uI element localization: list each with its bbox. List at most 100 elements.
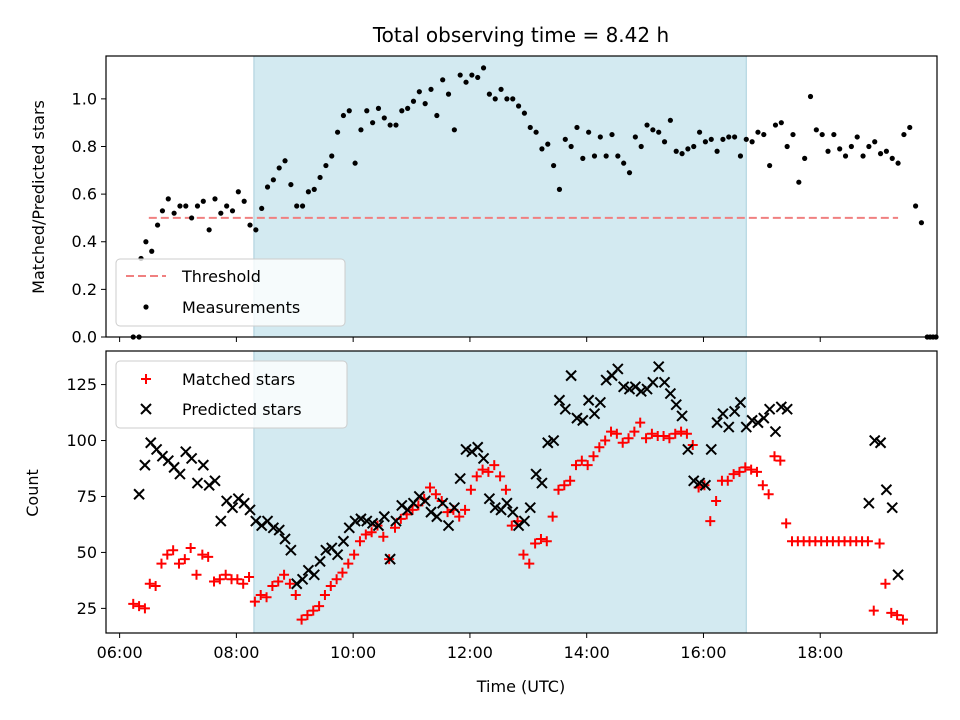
matched-star-point (249, 596, 260, 607)
measurement-point (842, 153, 849, 159)
matched-star-point (751, 466, 762, 477)
predicted-star-point (553, 394, 566, 406)
bottom-y-tick-label: 50 (77, 543, 97, 562)
matched-star-point (740, 462, 751, 473)
matched-star-point (892, 610, 903, 621)
bottom-y-tick-label: 25 (77, 599, 97, 618)
measurement-point (866, 143, 872, 150)
matched-star-point (150, 581, 161, 591)
bottom-legend: Matched stars Predicted stars (115, 360, 348, 429)
measurement-point (416, 89, 422, 95)
bottom-y-tick-label: 75 (77, 487, 97, 506)
measurement-point (562, 136, 568, 142)
measurement-point (475, 74, 481, 81)
predicted-star-point (384, 553, 396, 565)
bottom-y-tick-label: 100 (66, 431, 97, 450)
matched-star-point (360, 529, 371, 540)
measurement-point (224, 203, 230, 209)
measurement-point (206, 227, 212, 233)
measurement-point (755, 129, 761, 135)
matched-star-point (658, 431, 669, 442)
matched-star-point (238, 578, 249, 589)
matched-star-point (168, 545, 179, 556)
predicted-star-point (296, 573, 309, 585)
measurement-point (632, 134, 638, 140)
predicted-star-point (308, 569, 320, 581)
matched-star-point (582, 460, 593, 471)
predicted-star-point (682, 443, 694, 456)
measurement-point (784, 143, 790, 150)
bottom-y-axis-label: Count (23, 469, 42, 517)
matched-star-point (378, 531, 389, 542)
predicted-star-point (431, 510, 443, 523)
matched-star-point (302, 610, 313, 621)
measurement-point (329, 153, 335, 159)
measurement-point (393, 122, 399, 128)
measurement-point (486, 91, 492, 97)
matched-star-point (337, 567, 348, 578)
x-tick-label: 16:00 (680, 643, 726, 662)
measurement-point (872, 139, 878, 145)
matched-star-point (886, 607, 897, 618)
measurement-point (288, 181, 294, 188)
matched-star-point (425, 482, 436, 493)
matched-star-point (460, 504, 471, 515)
matched-star-point (209, 576, 220, 587)
matched-star-point (769, 451, 780, 462)
measurement-point (422, 101, 428, 107)
matched-star-point (331, 574, 342, 585)
predicted-star-point (273, 524, 285, 536)
measurement-point (854, 134, 860, 140)
measurement-point (574, 124, 580, 131)
measurement-point (241, 198, 247, 204)
x-tick-label: 12:00 (447, 643, 493, 662)
matched-star-point (606, 426, 617, 437)
matched-star-point (319, 589, 330, 600)
predicted-star-point (664, 387, 677, 400)
measurement-point (515, 103, 522, 109)
matched-star-point (185, 542, 196, 553)
matched-star-point (570, 460, 581, 471)
matched-star-point (191, 569, 202, 580)
measurement-point (685, 146, 691, 152)
predicted-star-point (530, 468, 542, 480)
matched-star-point (617, 437, 628, 448)
x-tick-label: 18:00 (797, 643, 843, 662)
measurement-point (212, 196, 218, 202)
matched-star-point (664, 433, 675, 444)
matched-star-point (641, 433, 652, 444)
predicted-star-point (191, 477, 204, 489)
matched-star-point (290, 589, 301, 600)
predicted-star-point (565, 369, 577, 382)
bottom-panel: 25 50 75 100 125 06:00 08:00 10:00 12:00 14:00 16:… (66, 350, 938, 662)
matched-star-point (530, 538, 541, 549)
measurement-point (761, 131, 767, 138)
measurement-point (440, 77, 446, 83)
matched-star-point (559, 480, 570, 491)
predicted-star-point (647, 376, 659, 389)
bottom-legend-box (115, 360, 348, 429)
predicted-star-point (723, 421, 735, 433)
predicted-star-point (652, 360, 665, 373)
predicted-star-point (536, 477, 548, 489)
measurement-point (615, 153, 621, 159)
measurement-point (696, 129, 703, 135)
matched-star-point (325, 581, 336, 591)
matched-star-point (349, 549, 360, 560)
predicted-star-point (133, 488, 145, 500)
predicted-star-point (174, 468, 186, 480)
matched-star-point (134, 601, 145, 612)
matched-star-point (541, 536, 552, 547)
measurement-point (545, 141, 551, 147)
measurement-point (551, 162, 557, 169)
matched-star-point (471, 471, 482, 482)
matched-stars-legend-label: Matched stars (182, 370, 295, 389)
measurement-point (510, 96, 516, 102)
matched-star-point (255, 589, 266, 600)
measurement-point (276, 165, 282, 171)
measurement-point (171, 210, 177, 216)
measurement-point (352, 160, 358, 166)
top-y-tick-label: 0.4 (72, 232, 97, 251)
measurement-point (714, 148, 720, 154)
predicted-stars-legend-label: Predicted stars (182, 400, 302, 419)
